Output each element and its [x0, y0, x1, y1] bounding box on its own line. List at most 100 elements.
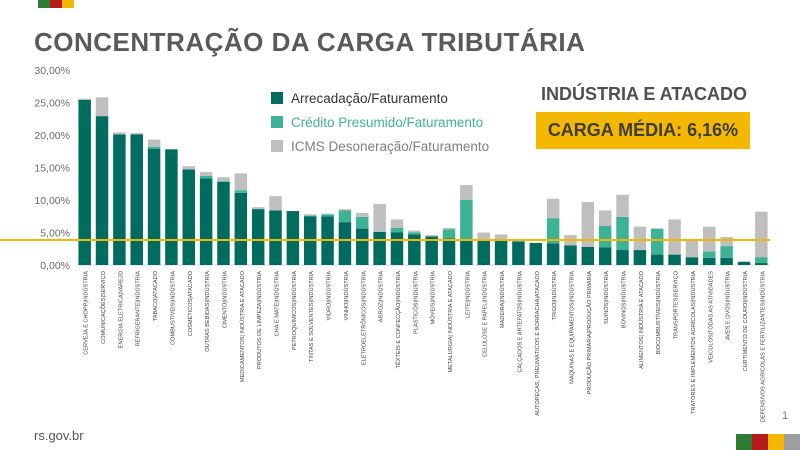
x-tick-label: TABACO|ATACADO — [153, 270, 159, 321]
bar-icms — [546, 198, 560, 219]
bar-arrecadacao — [78, 99, 91, 266]
bar-icms — [425, 235, 438, 237]
legend-swatch-icms — [271, 140, 283, 152]
bar-credito — [408, 232, 421, 235]
bar-arrecadacao — [373, 231, 386, 265]
bar-icms — [477, 232, 490, 241]
bar-arrecadacao — [720, 257, 733, 265]
x-tick-label: MEDICAMENTOS| INDÚSTRIA E ATACADO — [239, 270, 246, 382]
x-tick-label: MÓVEIS|INDÚSTRIA — [430, 271, 437, 325]
bar-credito — [234, 190, 248, 193]
bar-arrecadacao — [650, 254, 664, 265]
x-tick-label: ELETROELETRÔNICOS|INDÚSTRIA — [360, 271, 367, 365]
x-tick-label: VEÍCULOS|TODAS AS ATIVIDADES — [707, 271, 714, 363]
bar-arrecadacao — [581, 246, 595, 265]
bar-arrecadacao — [113, 134, 126, 265]
x-tick-label: PRODUTOS DE LIMPEZA|INDÚSTRIA — [256, 271, 263, 369]
legend-label-credito: Crédito Presumido/Faturamento — [291, 114, 484, 130]
bar-arrecadacao — [616, 250, 629, 265]
bar-credito — [338, 210, 352, 223]
bar-icms — [494, 234, 508, 241]
bar-credito — [356, 216, 369, 229]
bar-credito — [390, 227, 404, 233]
bar-icms — [408, 230, 421, 233]
bar-icms — [199, 172, 213, 176]
y-tick-label: 0,00% — [40, 260, 70, 272]
bar-icms — [581, 201, 595, 247]
legend-item-icms: ICMS Desoneração/Faturamento — [271, 134, 489, 158]
y-tick-label: 25,00% — [34, 98, 70, 110]
bar-arrecadacao — [199, 178, 213, 265]
bar-arrecadacao — [269, 210, 282, 265]
x-tick-label: ARROZ|INDÚSTRIA — [378, 271, 385, 322]
x-tick-label: TRATORES E IMPLEMENTOS AGRÍCOLAS|INDÚSTR… — [690, 271, 697, 414]
bar-arrecadacao — [598, 247, 612, 265]
y-tick-label: 10,00% — [34, 195, 70, 207]
bar-arrecadacao — [737, 261, 751, 265]
x-tick-label: VIDRO|INDÚSTRIA — [326, 271, 333, 321]
x-tick-label: VINHO|INDÚSTRIA — [343, 271, 350, 321]
average-badge: CARGA MÉDIA: 6,16% — [536, 112, 750, 149]
bar-credito — [703, 251, 716, 258]
x-tick-label: TRIGO|INDÚSTRIA — [551, 271, 558, 321]
sector-label: INDÚSTRIA E ATACADO — [541, 84, 747, 104]
bar-icms — [338, 209, 352, 211]
x-tick-label: DEFENSIVOS AGRÍCOLAS E FERTILIZANTES|IND… — [759, 271, 766, 422]
brand-strip-red — [752, 434, 768, 450]
bar-arrecadacao — [755, 263, 768, 265]
x-tick-label: ALIMENTOS| INDÚSTRIA E ATACADO — [638, 270, 645, 368]
x-tick-label: MADEIRA|INDÚSTRIA — [499, 271, 506, 328]
brand-strip-yellow — [62, 0, 74, 8]
bar-icms — [460, 185, 473, 200]
x-tick-label: SUÍNOS|INDÚSTRIA — [603, 271, 610, 324]
bar-icms — [234, 173, 248, 191]
bar-icms — [113, 132, 126, 135]
legend-label-arrecadacao: Arrecadação/Faturamento — [291, 90, 448, 106]
chart-legend: Arrecadação/Faturamento Crédito Presumid… — [271, 86, 489, 158]
brand-strip-gray — [784, 434, 800, 450]
bar-credito — [720, 246, 733, 258]
bar-arrecadacao — [460, 239, 473, 265]
bar-arrecadacao — [703, 257, 716, 265]
x-tick-label: CIMENTO|INDÚSTRIA — [221, 271, 228, 329]
bar-icms — [95, 97, 109, 117]
x-tick-label: METALURGIA| INDÚSTRIA E ATACADO — [447, 270, 454, 372]
brand-footer[interactable]: rs.gov.br — [34, 428, 84, 443]
x-tick-label: BOVINOS|INDÚSTRIA — [621, 271, 628, 328]
bar-arrecadacao — [251, 209, 265, 265]
bar-credito — [598, 226, 612, 248]
legend-item-arrecadacao: Arrecadação/Faturamento — [271, 86, 489, 110]
bar-arrecadacao — [425, 236, 438, 265]
x-tick-label: LEITE|INDÚSTRIA — [464, 271, 471, 318]
bar-icms — [390, 219, 404, 228]
bar-credito — [650, 228, 664, 255]
bar-arrecadacao — [685, 257, 699, 265]
brand-strip-red — [50, 0, 62, 8]
legend-swatch-credito — [271, 116, 283, 128]
x-tick-label: MÁQUINAS E EQUIPAMENTOS|INDÚSTRIA — [568, 271, 575, 384]
bar-icms — [321, 213, 334, 215]
bar-credito — [303, 215, 317, 217]
bar-icms — [598, 210, 612, 226]
x-tick-label: OUTRAS BEBIDAS|INDÚSTRIA — [204, 271, 211, 352]
x-tick-label: BIOCOMBUSTÍVEIS|INDÚSTRIA — [655, 271, 662, 355]
bar-arrecadacao — [234, 192, 248, 265]
brand-strip-yellow — [768, 434, 784, 450]
brand-strip-top — [38, 0, 74, 8]
bar-icms — [269, 196, 282, 211]
x-tick-label: TINTAS E SOLVENTES|INDÚSTRIA — [308, 271, 315, 362]
bar-arrecadacao — [633, 250, 647, 265]
bar-icms — [130, 133, 143, 135]
x-tick-label: PRODUÇÃO PRIMÁRIA|PRODUÇÃO PRIMÁRIA — [586, 271, 593, 395]
x-tick-label: COSMÉTICOS|ATACADO — [187, 270, 194, 336]
bar-arrecadacao — [217, 181, 230, 265]
bar-arrecadacao — [408, 234, 421, 265]
bar-credito — [147, 146, 161, 149]
bar-credito — [199, 175, 213, 179]
bar-icms — [755, 211, 768, 258]
x-tick-label: TRANSPORTES|SERVIÇO — [674, 270, 680, 339]
bar-icms — [303, 214, 317, 216]
bar-icms — [147, 139, 161, 147]
x-tick-label: CALÇADOS E ARTEFATOS|INDÚSTRIA — [516, 271, 523, 373]
